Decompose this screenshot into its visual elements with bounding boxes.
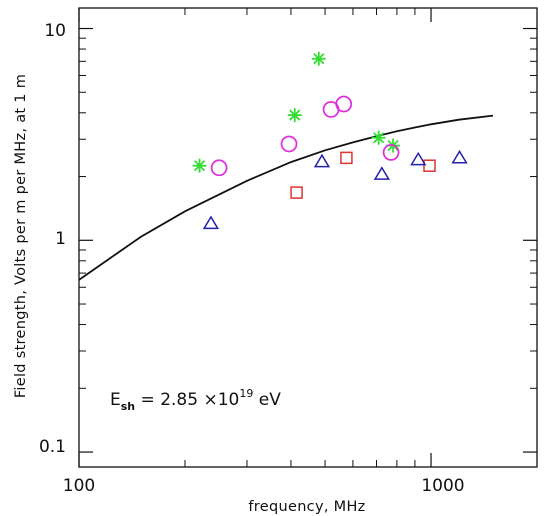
triangle-point [202, 215, 220, 230]
triangle-point [410, 151, 427, 166]
circle-point [210, 159, 228, 177]
axis-ticks [78, 8, 537, 467]
x-tick-label-1000: 1000 [421, 476, 464, 496]
energy-equation: = 2.85 ×10 [135, 390, 239, 410]
energy-unit: eV [253, 390, 281, 410]
circle-point [280, 135, 298, 153]
model-curve [78, 114, 494, 281]
x-axis-title: frequency, MHz [248, 499, 365, 515]
circle-point [335, 95, 353, 113]
model-curve-layer [78, 114, 494, 281]
triangle-point [451, 149, 468, 164]
star-point [287, 108, 302, 123]
plot-frame [78, 7, 538, 468]
y-axis-title: Field strength, Volts per m per MHz, at … [13, 74, 29, 398]
data-points [192, 51, 468, 230]
y-tick-label-1: 1 [55, 229, 66, 249]
star-point [311, 51, 326, 66]
triangle-point [313, 153, 331, 168]
y-tick-label-0.1: 0.1 [39, 437, 66, 457]
y-tick-label-10: 10 [44, 21, 66, 41]
square-point [423, 159, 436, 172]
triangle-point [373, 166, 391, 180]
energy-symbol: E [110, 390, 121, 410]
x-tick-label-100: 100 [63, 476, 95, 496]
star-point [192, 158, 207, 173]
square-point [340, 151, 353, 165]
square-point [290, 186, 303, 199]
energy-exponent: 19 [239, 387, 253, 400]
energy-subscript: sh [121, 400, 135, 413]
circle-point [382, 144, 400, 161]
energy-annotation: Esh = 2.85 ×1019 eV [110, 387, 281, 413]
star-point [371, 130, 386, 145]
